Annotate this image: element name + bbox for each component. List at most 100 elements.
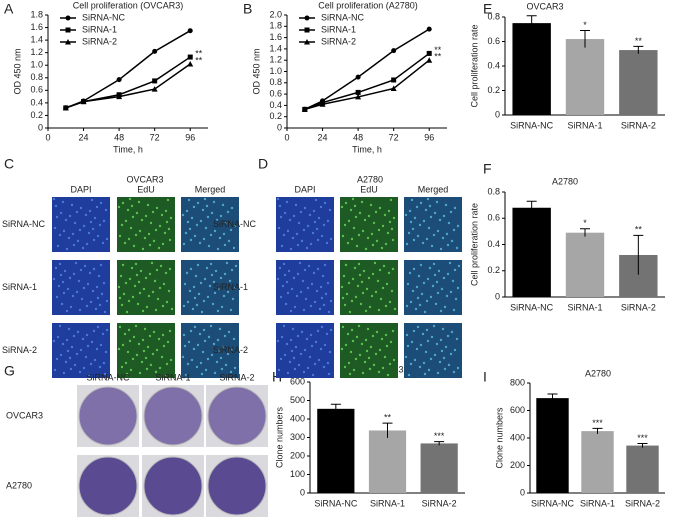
cell (54, 266, 58, 270)
cell (117, 205, 121, 209)
cell (212, 200, 216, 204)
cell (452, 370, 456, 374)
column-label: SiRNA-2 (219, 372, 254, 382)
cell (434, 302, 438, 306)
cell (160, 355, 164, 359)
cell (418, 303, 422, 307)
y-tick-label: 400 (510, 432, 525, 442)
annotation: ** (384, 412, 392, 422)
y-tick-label: 0.8 (30, 72, 43, 82)
x-tick-label: SiRNA-NC (510, 302, 554, 312)
cell (223, 334, 227, 338)
cell (452, 228, 456, 232)
cell (201, 208, 205, 212)
cell (117, 285, 121, 289)
cell (102, 361, 106, 365)
cell (311, 373, 315, 377)
cell (411, 227, 415, 231)
cell (93, 358, 97, 362)
annotation: *** (637, 433, 648, 443)
cell (230, 348, 234, 352)
microscopy-image (276, 197, 334, 252)
cell (120, 365, 124, 369)
bar (536, 398, 569, 493)
cell (126, 350, 130, 354)
cell (278, 204, 282, 208)
cell (121, 263, 125, 267)
cell (125, 372, 129, 376)
cell (439, 247, 443, 251)
cell (206, 295, 210, 299)
cell (226, 210, 230, 214)
cell (308, 213, 312, 217)
cell (369, 345, 373, 349)
cell (296, 272, 300, 276)
cell (213, 229, 217, 233)
cell (413, 216, 417, 220)
cell (319, 205, 323, 209)
point (116, 93, 123, 100)
cell (367, 276, 371, 280)
cell (130, 204, 134, 208)
cell (84, 213, 88, 217)
cell (422, 361, 426, 365)
cell (193, 296, 197, 300)
cell (56, 335, 60, 339)
cell (433, 353, 437, 357)
cell (368, 367, 372, 371)
cell (124, 219, 128, 223)
y-tick-label: 800 (510, 377, 525, 387)
cell (166, 198, 170, 202)
bar (565, 39, 605, 115)
legend-label: SiRNA-NC (321, 12, 365, 22)
cell (86, 344, 90, 348)
cell (445, 232, 449, 236)
cell (443, 367, 447, 371)
cell (360, 200, 364, 204)
cell (55, 295, 59, 299)
cell (412, 238, 416, 242)
cell (298, 261, 302, 265)
cell (90, 340, 94, 344)
cell (441, 327, 445, 331)
cell (204, 368, 208, 372)
cell (105, 328, 109, 332)
cell (370, 232, 374, 236)
row-label: SiRNA-2 (2, 345, 37, 355)
point (187, 60, 194, 67)
cell (320, 296, 324, 300)
cell (288, 360, 292, 364)
cell (378, 268, 382, 272)
x-tick-label: 0 (284, 132, 289, 142)
cell (203, 277, 207, 281)
cell (70, 345, 74, 349)
chart-title: Cell proliferation (A2780) (318, 0, 418, 10)
cell (418, 223, 422, 227)
cell (148, 334, 152, 338)
panel-label: D (258, 156, 268, 172)
y-tick-label: 0.2 (487, 85, 500, 95)
y-tick-label: 0.8 (269, 77, 282, 87)
cell (446, 334, 450, 338)
cell (284, 302, 288, 306)
cell (137, 280, 141, 284)
cell (415, 205, 419, 209)
cell (341, 234, 345, 238)
bar (512, 207, 551, 297)
cell (347, 281, 351, 285)
legend-marker (65, 15, 71, 21)
cell (349, 208, 353, 212)
cell (193, 234, 197, 238)
cell (85, 304, 89, 308)
cell (420, 292, 424, 296)
cell (76, 239, 80, 243)
y-tick-label: 0.4 (487, 239, 500, 249)
cell (124, 281, 128, 285)
column-label: DAPI (294, 184, 315, 194)
cell (85, 333, 89, 337)
cell (154, 228, 158, 232)
cell (454, 297, 458, 301)
cell (72, 243, 76, 247)
cell (144, 356, 148, 360)
